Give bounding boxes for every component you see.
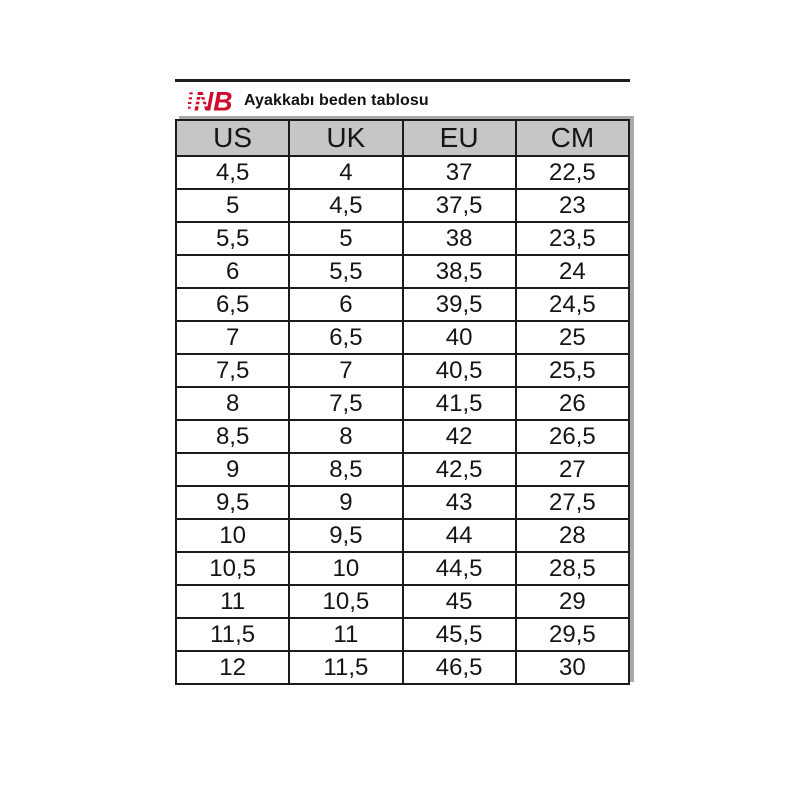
- table-row: 12 11,5 46,5 30: [174, 650, 631, 685]
- size-cell: 22,5: [514, 155, 631, 190]
- size-cell: 29: [514, 584, 631, 619]
- size-cell: 5: [288, 221, 404, 256]
- size-cell: 38: [401, 221, 517, 256]
- header-row: US UK EU CM: [174, 119, 631, 157]
- table-row: 10,5 10 44,5 28,5: [174, 551, 631, 586]
- table-row: 6 5,5 38,5 24: [174, 254, 631, 289]
- size-cell: 11,5: [288, 650, 404, 685]
- size-cell: 27: [514, 452, 631, 487]
- size-cell: 10,5: [288, 584, 404, 619]
- size-cell: 6: [174, 254, 291, 289]
- size-cell: 6,5: [288, 320, 404, 355]
- size-cell: 8,5: [174, 419, 291, 454]
- size-cell: 26: [514, 386, 631, 421]
- column-header-cm: CM: [514, 119, 631, 157]
- size-cell: 42: [401, 419, 517, 454]
- size-cell: 37,5: [401, 188, 517, 223]
- table-row: 11 10,5 45 29: [174, 584, 631, 619]
- size-chart-sheet: NB Ayakkabı beden tablosu US UK EU CM 4,5 4 3…: [174, 79, 631, 685]
- column-header-us: US: [174, 119, 291, 157]
- size-cell: 27,5: [514, 485, 631, 520]
- size-cell: 44: [401, 518, 517, 553]
- table-row: 9 8,5 42,5 27: [174, 452, 631, 487]
- table-row: 6,5 6 39,5 24,5: [174, 287, 631, 322]
- size-cell: 40,5: [401, 353, 517, 388]
- size-cell: 7,5: [288, 386, 404, 421]
- brand-header: NB Ayakkabı beden tablosu: [175, 82, 630, 119]
- size-cell: 30: [514, 650, 631, 685]
- size-cell: 38,5: [401, 254, 517, 289]
- size-cell: 6,5: [174, 287, 291, 322]
- table-row: 4,5 4 37 22,5: [174, 155, 631, 190]
- size-cell: 10,5: [174, 551, 291, 586]
- size-cell: 26,5: [514, 419, 631, 454]
- size-cell: 11: [288, 617, 404, 652]
- column-header-eu: EU: [401, 119, 517, 157]
- size-cell: 43: [401, 485, 517, 520]
- size-cell: 28: [514, 518, 631, 553]
- size-cell: 45: [401, 584, 517, 619]
- size-cell: 25,5: [514, 353, 631, 388]
- table-row: 5,5 5 38 23,5: [174, 221, 631, 256]
- size-cell: 40: [401, 320, 517, 355]
- size-cell: 9: [288, 485, 404, 520]
- size-table-body: 4,5 4 37 22,5 5 4,5 37,5 23 5,5 5 38 23,5 6 5,5 38,5 24…: [174, 155, 631, 685]
- size-cell: 10: [288, 551, 404, 586]
- size-cell: 39,5: [401, 287, 517, 322]
- size-cell: 45,5: [401, 617, 517, 652]
- table-row: 10 9,5 44 28: [174, 518, 631, 553]
- new-balance-logo-icon: NB: [188, 87, 232, 115]
- size-cell: 4: [288, 155, 404, 190]
- size-cell: 9,5: [288, 518, 404, 553]
- size-cell: 44,5: [401, 551, 517, 586]
- table-row: 9,5 9 43 27,5: [174, 485, 631, 520]
- size-cell: 23,5: [514, 221, 631, 256]
- size-cell: 11: [174, 584, 291, 619]
- table-row: 7 6,5 40 25: [174, 320, 631, 355]
- size-cell: 28,5: [514, 551, 631, 586]
- size-cell: 8: [174, 386, 291, 421]
- table-row: 11,5 11 45,5 29,5: [174, 617, 631, 652]
- column-header-uk: UK: [288, 119, 404, 157]
- size-cell: 5: [174, 188, 291, 223]
- size-cell: 46,5: [401, 650, 517, 685]
- size-cell: 9: [174, 452, 291, 487]
- size-cell: 7: [174, 320, 291, 355]
- size-cell: 5,5: [288, 254, 404, 289]
- size-cell: 9,5: [174, 485, 291, 520]
- size-cell: 6: [288, 287, 404, 322]
- size-cell: 24: [514, 254, 631, 289]
- size-cell: 25: [514, 320, 631, 355]
- size-cell: 4,5: [174, 155, 291, 190]
- size-cell: 29,5: [514, 617, 631, 652]
- size-cell: 7: [288, 353, 404, 388]
- size-cell: 42,5: [401, 452, 517, 487]
- size-cell: 7,5: [174, 353, 291, 388]
- size-cell: 37: [401, 155, 517, 190]
- size-cell: 10: [174, 518, 291, 553]
- size-cell: 11,5: [174, 617, 291, 652]
- size-cell: 41,5: [401, 386, 517, 421]
- size-chart-title: Ayakkabı beden tablosu: [244, 91, 429, 109]
- table-row: 8 7,5 41,5 26: [174, 386, 631, 421]
- size-table: US UK EU CM 4,5 4 37 22,5 5 4,5 37,5 23 5,5 5 38 23,5 6…: [174, 119, 631, 685]
- size-cell: 4,5: [288, 188, 404, 223]
- size-cell: 12: [174, 650, 291, 685]
- size-cell: 8: [288, 419, 404, 454]
- size-cell: 23: [514, 188, 631, 223]
- size-cell: 24,5: [514, 287, 631, 322]
- top-divider: [175, 79, 630, 82]
- table-row: 7,5 7 40,5 25,5: [174, 353, 631, 388]
- size-table-head: US UK EU CM: [174, 119, 631, 157]
- table-row: 8,5 8 42 26,5: [174, 419, 631, 454]
- size-cell: 8,5: [288, 452, 404, 487]
- table-row: 5 4,5 37,5 23: [174, 188, 631, 223]
- size-cell: 5,5: [174, 221, 291, 256]
